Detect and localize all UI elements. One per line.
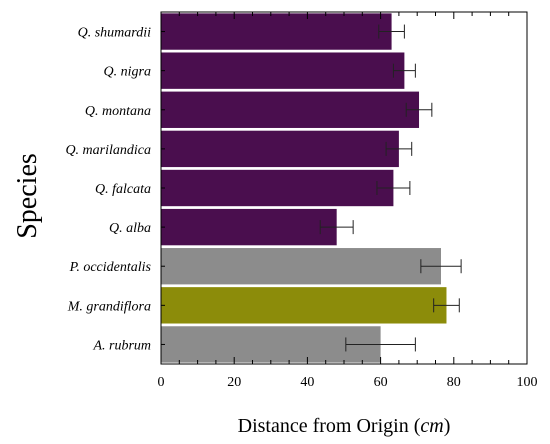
category-label: Q. falcata xyxy=(95,182,151,197)
category-label: Q. alba xyxy=(109,221,151,236)
error-bar xyxy=(319,220,354,235)
x-axis-ticks: 0 20 40 60 80 100 xyxy=(158,12,538,390)
error-bar xyxy=(420,259,462,274)
category-labels: Q. shumardii Q. nigra Q. montana Q. marilan… xyxy=(65,26,151,354)
x-tick-label: 0 xyxy=(158,375,165,390)
x-tick-label: 100 xyxy=(517,375,538,390)
category-label: Q. montana xyxy=(85,104,151,119)
bar xyxy=(161,326,381,363)
error-bar xyxy=(345,337,416,352)
x-tick-label: 60 xyxy=(374,375,388,390)
error-bars xyxy=(319,24,462,352)
x-axis-title-main: Distance from Origin ( xyxy=(238,415,421,437)
category-label: Q. shumardii xyxy=(78,26,151,41)
bar xyxy=(161,248,441,285)
error-bar xyxy=(433,298,460,313)
bar xyxy=(161,287,447,324)
x-tick-label: 20 xyxy=(227,375,241,390)
bar xyxy=(161,208,337,246)
error-bar xyxy=(392,63,416,78)
category-label: Q. marilandica xyxy=(65,143,151,158)
bar xyxy=(161,52,405,89)
x-tick-label: 80 xyxy=(447,375,461,390)
bar xyxy=(161,169,394,207)
bar xyxy=(161,91,420,128)
bar xyxy=(161,130,399,168)
category-label: P. occidentalis xyxy=(69,260,152,275)
error-bar xyxy=(405,102,433,117)
error-bar xyxy=(376,181,411,195)
category-label: Q. nigra xyxy=(104,65,151,80)
y-axis-title: Species xyxy=(12,153,43,239)
category-label: M. grandiflora xyxy=(67,299,151,314)
x-axis-title: Distance from Origin (cm) xyxy=(238,415,451,437)
bar xyxy=(161,13,392,50)
bars xyxy=(161,13,447,363)
x-tick-label: 40 xyxy=(300,375,314,390)
x-axis-title-close: ) xyxy=(444,415,451,437)
error-bar xyxy=(385,141,413,156)
plot-frame xyxy=(160,11,528,365)
x-axis-title-unit: cm xyxy=(420,415,443,437)
error-bar xyxy=(378,24,405,39)
category-label: A. rubrum xyxy=(92,338,151,353)
